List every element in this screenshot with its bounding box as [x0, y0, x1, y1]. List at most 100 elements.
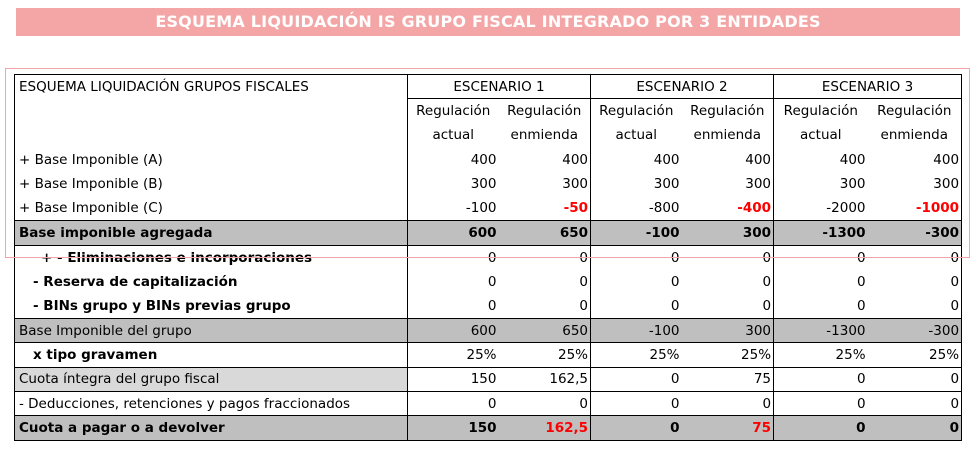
cell-value: 162,5	[498, 366, 592, 392]
row-label: x tipo gravamen	[14, 342, 408, 368]
cell-value: 0	[498, 245, 592, 270]
cell-value: -100	[590, 220, 682, 246]
row-label: Base Imponible del grupo	[14, 317, 408, 344]
cell-value: 400	[470, 151, 497, 168]
cell-value: 300	[681, 172, 775, 197]
scenario-3-header: ESCENARIO 3	[773, 73, 963, 100]
col-label: enmienda	[681, 123, 775, 148]
cell-value: 0	[681, 245, 775, 270]
cell-value: 25%	[867, 342, 963, 368]
cell-value: 0	[856, 249, 866, 266]
table-row: x tipo gravamen 25% 25% 25% 25% 25% 25%	[14, 342, 963, 368]
cell-value: 600	[407, 317, 499, 344]
liquidation-table: ESQUEMA LIQUIDACIÓN GRUPOS FISCALES ESCE…	[14, 73, 963, 441]
cell-value: 0	[773, 391, 868, 416]
col-label: enmienda	[867, 123, 963, 148]
cell-value: 0	[856, 297, 866, 314]
cell-value: 300	[681, 317, 775, 344]
cell-value: 150	[407, 366, 499, 392]
table-row: + Base Imponible (A) 400 400 400 400 400…	[14, 147, 963, 173]
cell-value: 0	[487, 249, 497, 266]
cell-value: 300	[498, 172, 592, 197]
table-row-total: Base imponible agregada 600 650 -100 300…	[14, 220, 963, 246]
empty-cell	[14, 98, 408, 124]
cell-value: 75	[681, 366, 775, 392]
row-label: + Base Imponible (C)	[14, 196, 408, 221]
cell-value: 400	[839, 151, 866, 168]
table-row: + Base Imponible (C) -100 -50 -800 -400 …	[14, 196, 963, 221]
cell-value: 400	[867, 147, 963, 173]
cell-value: 0	[670, 297, 680, 314]
cell-value: 300	[681, 220, 775, 246]
cell-value: 0	[487, 297, 497, 314]
row-label: - Reserva de capitalización	[14, 269, 408, 295]
row-label: + - Eliminaciones e incorporaciones	[14, 245, 408, 270]
cell-value: 0	[590, 391, 682, 416]
row-label: + Base Imponible (B)	[14, 172, 408, 197]
cell-value: 0	[487, 273, 497, 290]
cell-value: 300	[653, 176, 680, 193]
cell-value: 0	[407, 391, 499, 416]
cell-value: 0	[498, 391, 592, 416]
cell-value: 0	[590, 415, 682, 441]
cell-value: -300	[867, 220, 963, 246]
cell-value: 25%	[835, 346, 866, 363]
scenario-2-header: ESCENARIO 2	[590, 73, 775, 100]
cell-value: 400	[681, 147, 775, 173]
row-label: Cuota a pagar o a devolver	[14, 415, 408, 441]
cell-value-highlight: 162,5	[498, 415, 592, 441]
cell-value: 0	[867, 366, 963, 392]
cell-value: 0	[867, 391, 963, 416]
cell-value: -100	[465, 200, 497, 217]
row-label: - BINs grupo y BINs previas grupo	[14, 294, 408, 319]
col-label: Regulación	[416, 103, 491, 120]
page-banner: ESQUEMA LIQUIDACIÓN IS GRUPO FISCAL INTE…	[16, 8, 960, 36]
cell-value: 0	[681, 294, 775, 319]
table-row: - Deducciones, retenciones y pagos fracc…	[14, 391, 963, 416]
cell-value: 25%	[681, 342, 775, 368]
cell-value: 0	[773, 415, 868, 441]
cell-value: 0	[498, 269, 592, 295]
row-label: Cuota íntegra del grupo fiscal	[14, 366, 408, 392]
col-label: Regulación	[498, 98, 592, 124]
cell-value: 0	[681, 391, 775, 416]
table-row: - Reserva de capitalización 0 0 0 0 0 0	[14, 269, 963, 295]
scenario-1-header: ESCENARIO 1	[407, 73, 592, 100]
col-label: Regulación	[867, 98, 963, 124]
row-label: - Deducciones, retenciones y pagos fracc…	[14, 391, 408, 416]
cell-value: -1300	[773, 220, 868, 246]
header-row: ESQUEMA LIQUIDACIÓN GRUPOS FISCALES ESCE…	[14, 73, 963, 100]
cell-value: -300	[867, 317, 963, 344]
cell-value: 0	[498, 294, 592, 319]
cell-value: 0	[867, 415, 963, 441]
cell-value: 0	[856, 273, 866, 290]
cell-value: -800	[648, 200, 680, 217]
cell-value: 0	[681, 269, 775, 295]
cell-value: 25%	[649, 346, 680, 363]
cell-value: 0	[867, 245, 963, 270]
col-label: actual	[432, 127, 475, 144]
cell-value-highlight: -50	[498, 196, 592, 221]
subheader-row-2: actual enmienda actual enmienda actual e…	[14, 123, 963, 148]
cell-value: 400	[498, 147, 592, 173]
table-title: ESQUEMA LIQUIDACIÓN GRUPOS FISCALES	[14, 73, 408, 99]
row-label: Base imponible agregada	[14, 220, 408, 246]
table-row: + - Eliminaciones e incorporaciones 0 0 …	[14, 245, 963, 270]
cell-value: 300	[867, 172, 963, 197]
subheader-row-1: Regulación Regulación Regulación Regulac…	[14, 98, 963, 124]
cell-value: 300	[839, 176, 866, 193]
cell-value: 400	[653, 151, 680, 168]
col-label: Regulación	[681, 98, 775, 124]
cell-value: 300	[470, 176, 497, 193]
cell-value-highlight: 75	[681, 415, 775, 441]
col-label: Regulación	[599, 103, 674, 120]
cell-value-highlight: -400	[681, 196, 775, 221]
cell-value: -2000	[826, 200, 866, 217]
col-label: actual	[799, 127, 842, 144]
col-label: actual	[615, 127, 658, 144]
table-row: Cuota íntegra del grupo fiscal 150 162,5…	[14, 366, 963, 392]
cell-value: 25%	[498, 342, 592, 368]
cell-value-highlight: -1000	[867, 196, 963, 221]
cell-value: 0	[867, 269, 963, 295]
cell-value: -100	[590, 317, 682, 344]
